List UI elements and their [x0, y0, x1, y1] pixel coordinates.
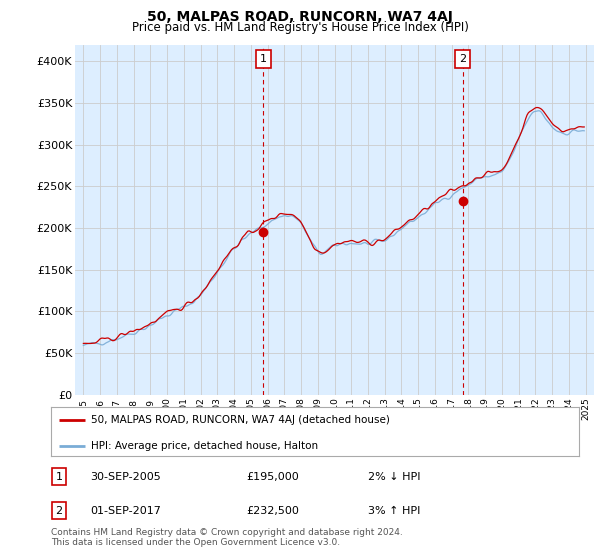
Text: Price paid vs. HM Land Registry's House Price Index (HPI): Price paid vs. HM Land Registry's House … — [131, 21, 469, 34]
Text: 2: 2 — [460, 54, 466, 64]
Text: 50, MALPAS ROAD, RUNCORN, WA7 4AJ (detached house): 50, MALPAS ROAD, RUNCORN, WA7 4AJ (detac… — [91, 415, 389, 425]
Text: 50, MALPAS ROAD, RUNCORN, WA7 4AJ: 50, MALPAS ROAD, RUNCORN, WA7 4AJ — [147, 10, 453, 24]
Text: HPI: Average price, detached house, Halton: HPI: Average price, detached house, Halt… — [91, 441, 318, 451]
Text: 2: 2 — [55, 506, 62, 516]
Text: 01-SEP-2017: 01-SEP-2017 — [91, 506, 161, 516]
Text: 30-SEP-2005: 30-SEP-2005 — [91, 472, 161, 482]
Text: 1: 1 — [55, 472, 62, 482]
Text: 3% ↑ HPI: 3% ↑ HPI — [368, 506, 420, 516]
Text: £232,500: £232,500 — [247, 506, 299, 516]
Text: 2% ↓ HPI: 2% ↓ HPI — [368, 472, 420, 482]
Text: £195,000: £195,000 — [247, 472, 299, 482]
Text: Contains HM Land Registry data © Crown copyright and database right 2024.
This d: Contains HM Land Registry data © Crown c… — [51, 528, 403, 547]
Text: 1: 1 — [260, 54, 267, 64]
